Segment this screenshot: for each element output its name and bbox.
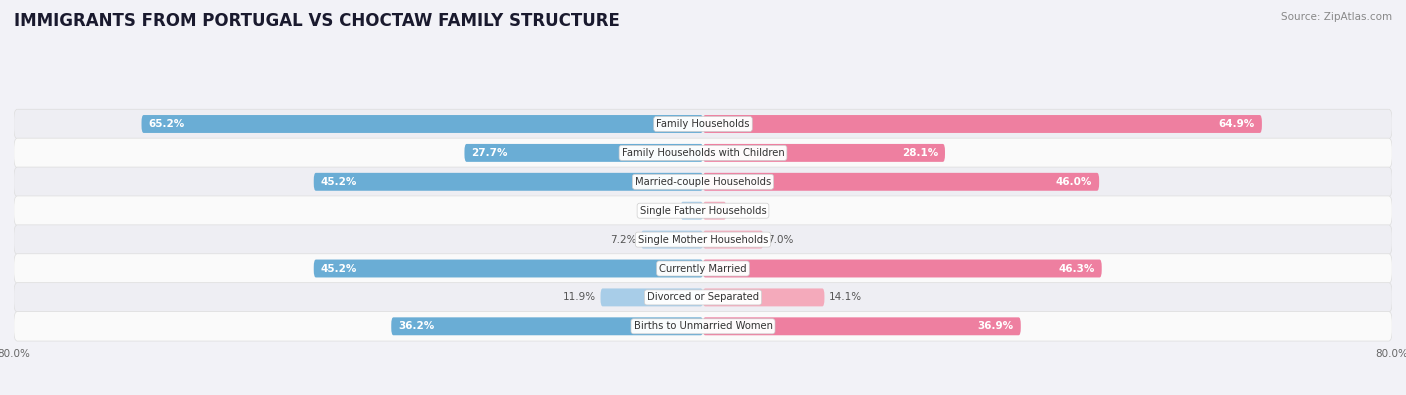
Text: 7.2%: 7.2% (610, 235, 637, 245)
Text: 11.9%: 11.9% (562, 292, 596, 303)
FancyBboxPatch shape (703, 173, 1099, 191)
FancyBboxPatch shape (464, 144, 703, 162)
Text: 7.0%: 7.0% (768, 235, 794, 245)
Text: Currently Married: Currently Married (659, 263, 747, 273)
FancyBboxPatch shape (703, 288, 824, 307)
Text: 14.1%: 14.1% (828, 292, 862, 303)
FancyBboxPatch shape (14, 312, 1392, 341)
FancyBboxPatch shape (314, 260, 703, 277)
Text: Source: ZipAtlas.com: Source: ZipAtlas.com (1281, 12, 1392, 22)
Text: Divorced or Separated: Divorced or Separated (647, 292, 759, 303)
FancyBboxPatch shape (391, 317, 703, 335)
Text: 64.9%: 64.9% (1219, 119, 1256, 129)
FancyBboxPatch shape (314, 173, 703, 191)
Legend: Immigrants from Portugal, Choctaw: Immigrants from Portugal, Choctaw (575, 391, 831, 395)
Text: 45.2%: 45.2% (321, 263, 357, 273)
Text: 46.0%: 46.0% (1056, 177, 1092, 187)
Text: Married-couple Households: Married-couple Households (636, 177, 770, 187)
Text: Family Households with Children: Family Households with Children (621, 148, 785, 158)
Text: Family Households: Family Households (657, 119, 749, 129)
FancyBboxPatch shape (14, 283, 1392, 312)
Text: Single Father Households: Single Father Households (640, 206, 766, 216)
Text: 65.2%: 65.2% (149, 119, 184, 129)
Text: 2.7%: 2.7% (731, 206, 756, 216)
FancyBboxPatch shape (14, 196, 1392, 226)
FancyBboxPatch shape (703, 144, 945, 162)
FancyBboxPatch shape (681, 202, 703, 220)
FancyBboxPatch shape (703, 115, 1263, 133)
Text: 28.1%: 28.1% (901, 148, 938, 158)
FancyBboxPatch shape (703, 231, 763, 248)
FancyBboxPatch shape (641, 231, 703, 248)
Text: 45.2%: 45.2% (321, 177, 357, 187)
FancyBboxPatch shape (14, 109, 1392, 139)
FancyBboxPatch shape (142, 115, 703, 133)
Text: 46.3%: 46.3% (1059, 263, 1095, 273)
FancyBboxPatch shape (600, 288, 703, 307)
Text: 36.9%: 36.9% (977, 321, 1014, 331)
Text: Births to Unmarried Women: Births to Unmarried Women (634, 321, 772, 331)
FancyBboxPatch shape (703, 202, 727, 220)
Text: IMMIGRANTS FROM PORTUGAL VS CHOCTAW FAMILY STRUCTURE: IMMIGRANTS FROM PORTUGAL VS CHOCTAW FAMI… (14, 12, 620, 30)
FancyBboxPatch shape (14, 225, 1392, 254)
FancyBboxPatch shape (703, 317, 1021, 335)
Text: 36.2%: 36.2% (398, 321, 434, 331)
FancyBboxPatch shape (703, 260, 1102, 277)
Text: 2.6%: 2.6% (650, 206, 676, 216)
FancyBboxPatch shape (14, 167, 1392, 197)
FancyBboxPatch shape (14, 254, 1392, 283)
Text: Single Mother Households: Single Mother Households (638, 235, 768, 245)
Text: 27.7%: 27.7% (471, 148, 508, 158)
FancyBboxPatch shape (14, 138, 1392, 167)
